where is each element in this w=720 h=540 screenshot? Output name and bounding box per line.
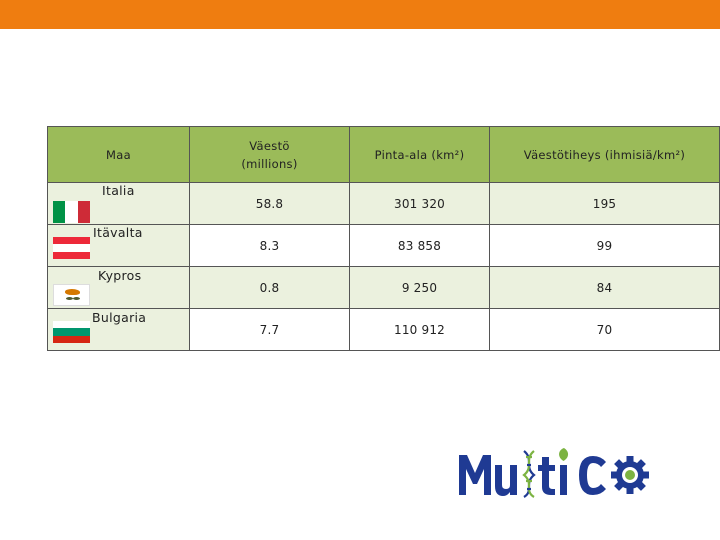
- country-cell: Italia: [47, 182, 190, 225]
- bulgaria-flag-icon: [53, 321, 90, 343]
- table-row: Itävalta 8.3 83 858 99: [47, 224, 720, 267]
- table-header-row: Maa Väestö (millions) Pinta-ala (km²) Vä…: [47, 126, 720, 183]
- country-cell: Bulgaria: [47, 308, 190, 351]
- country-cell: Itävalta: [47, 224, 190, 267]
- population-cell: 7.7: [189, 308, 350, 351]
- header-country: Maa: [47, 126, 190, 183]
- header-population-line2: (millions): [241, 156, 298, 171]
- header-density: Väestötiheys (ihmisiä/km²): [489, 126, 720, 183]
- country-name: Italia: [102, 183, 135, 198]
- table-row: Kypros 0.8 9 250 84: [47, 266, 720, 309]
- austria-flag-icon: [53, 237, 90, 259]
- table-row: Bulgaria 7.7 110 912 70: [47, 308, 720, 351]
- header-area: Pinta-ala (km²): [349, 126, 490, 183]
- population-cell: 0.8: [189, 266, 350, 309]
- country-name: Itävalta: [93, 225, 143, 240]
- area-cell: 83 858: [349, 224, 490, 267]
- table-row: Italia 58.8 301 320 195: [47, 182, 720, 225]
- top-accent-bar: [0, 0, 720, 29]
- area-cell: 110 912: [349, 308, 490, 351]
- header-population-line1: Väestö: [249, 138, 290, 153]
- multico-logo: [459, 448, 649, 498]
- country-name: Kypros: [98, 268, 142, 283]
- cyprus-flag-icon: [53, 284, 90, 306]
- density-cell: 195: [489, 182, 720, 225]
- density-cell: 99: [489, 224, 720, 267]
- density-cell: 84: [489, 266, 720, 309]
- population-table: Maa Väestö (millions) Pinta-ala (km²) Vä…: [47, 126, 720, 351]
- population-cell: 58.8: [189, 182, 350, 225]
- header-population: Väestö (millions): [189, 126, 350, 183]
- density-cell: 70: [489, 308, 720, 351]
- area-cell: 9 250: [349, 266, 490, 309]
- area-cell: 301 320: [349, 182, 490, 225]
- country-name: Bulgaria: [92, 310, 147, 325]
- italy-flag-icon: [53, 201, 90, 223]
- population-cell: 8.3: [189, 224, 350, 267]
- country-cell: Kypros: [47, 266, 190, 309]
